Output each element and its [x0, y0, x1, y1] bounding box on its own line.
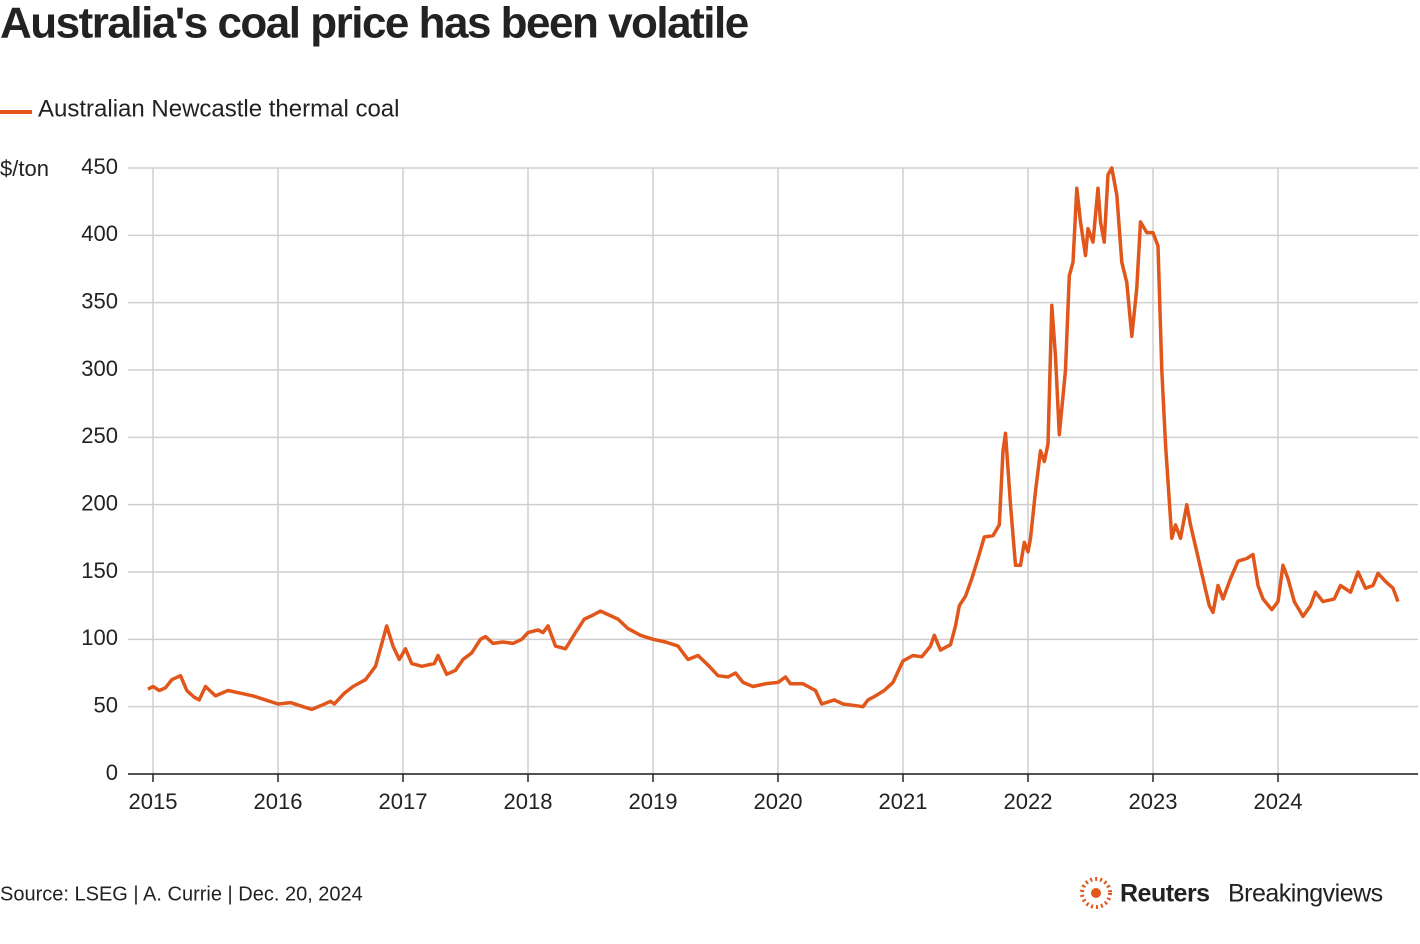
y-tick-label: 100	[81, 625, 118, 650]
x-tick-label: 2024	[1254, 789, 1303, 814]
y-tick-label: 300	[81, 356, 118, 381]
logo-icon	[1080, 877, 1112, 909]
x-tick-label: 2021	[879, 789, 928, 814]
x-tick-label: 2015	[129, 789, 178, 814]
source: Source: LSEG | A. Currie | Dec. 20, 2024	[0, 883, 363, 905]
x-tick-label: 2017	[379, 789, 428, 814]
x-tick-label: 2016	[254, 789, 303, 814]
brand-breakingviews: Breakingviews	[1228, 880, 1383, 908]
x-tick-label: 2018	[504, 789, 553, 814]
y-tick-label: 400	[81, 221, 118, 246]
y-unit: $/ton	[0, 156, 49, 181]
x-tick-label: 2019	[629, 789, 678, 814]
x-tick-label: 2022	[1004, 789, 1053, 814]
y-tick-label: 0	[106, 760, 118, 785]
logo-dot	[1091, 888, 1101, 898]
y-tick-label: 200	[81, 490, 118, 515]
brand-reuters: Reuters	[1120, 880, 1210, 908]
x-tick-label: 2023	[1129, 789, 1178, 814]
logo	[1080, 877, 1112, 909]
x-tick-label: 2020	[754, 789, 803, 814]
y-tick-label: 250	[81, 423, 118, 448]
chart-title: Australia's coal price has been volatile	[0, 0, 748, 48]
y-tick-label: 150	[81, 558, 118, 583]
y-tick-label: 450	[81, 154, 118, 179]
line-series	[147, 166, 1400, 712]
legend-label: Australian Newcastle thermal coal	[38, 95, 400, 122]
y-tick-label: 350	[81, 288, 118, 313]
y-tick-label: 50	[94, 692, 118, 717]
